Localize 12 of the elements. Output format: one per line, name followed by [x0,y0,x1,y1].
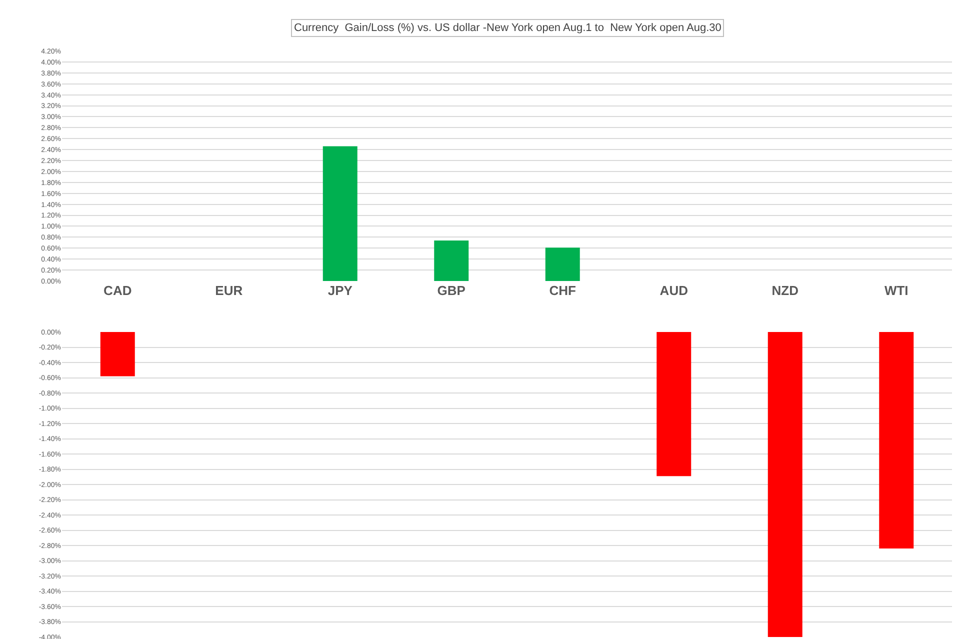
x-tick-label: WTI [884,283,908,298]
chart-title: Currency Gain/Loss (%) vs. US dollar -New York open Aug.1 to New York open Aug.30 [294,22,722,34]
bar [322,146,358,281]
x-tick-label: CAD [104,283,132,298]
x-tick-label: AUD [660,283,688,298]
x-tick-label: GBP [437,283,466,298]
x-tick-label: CHF [549,283,576,298]
bar [434,240,469,281]
x-tick-label: JPY [328,283,353,298]
bar [545,248,580,281]
x-tick-label: EUR [215,283,244,298]
x-tick-label: NZD [772,283,798,298]
